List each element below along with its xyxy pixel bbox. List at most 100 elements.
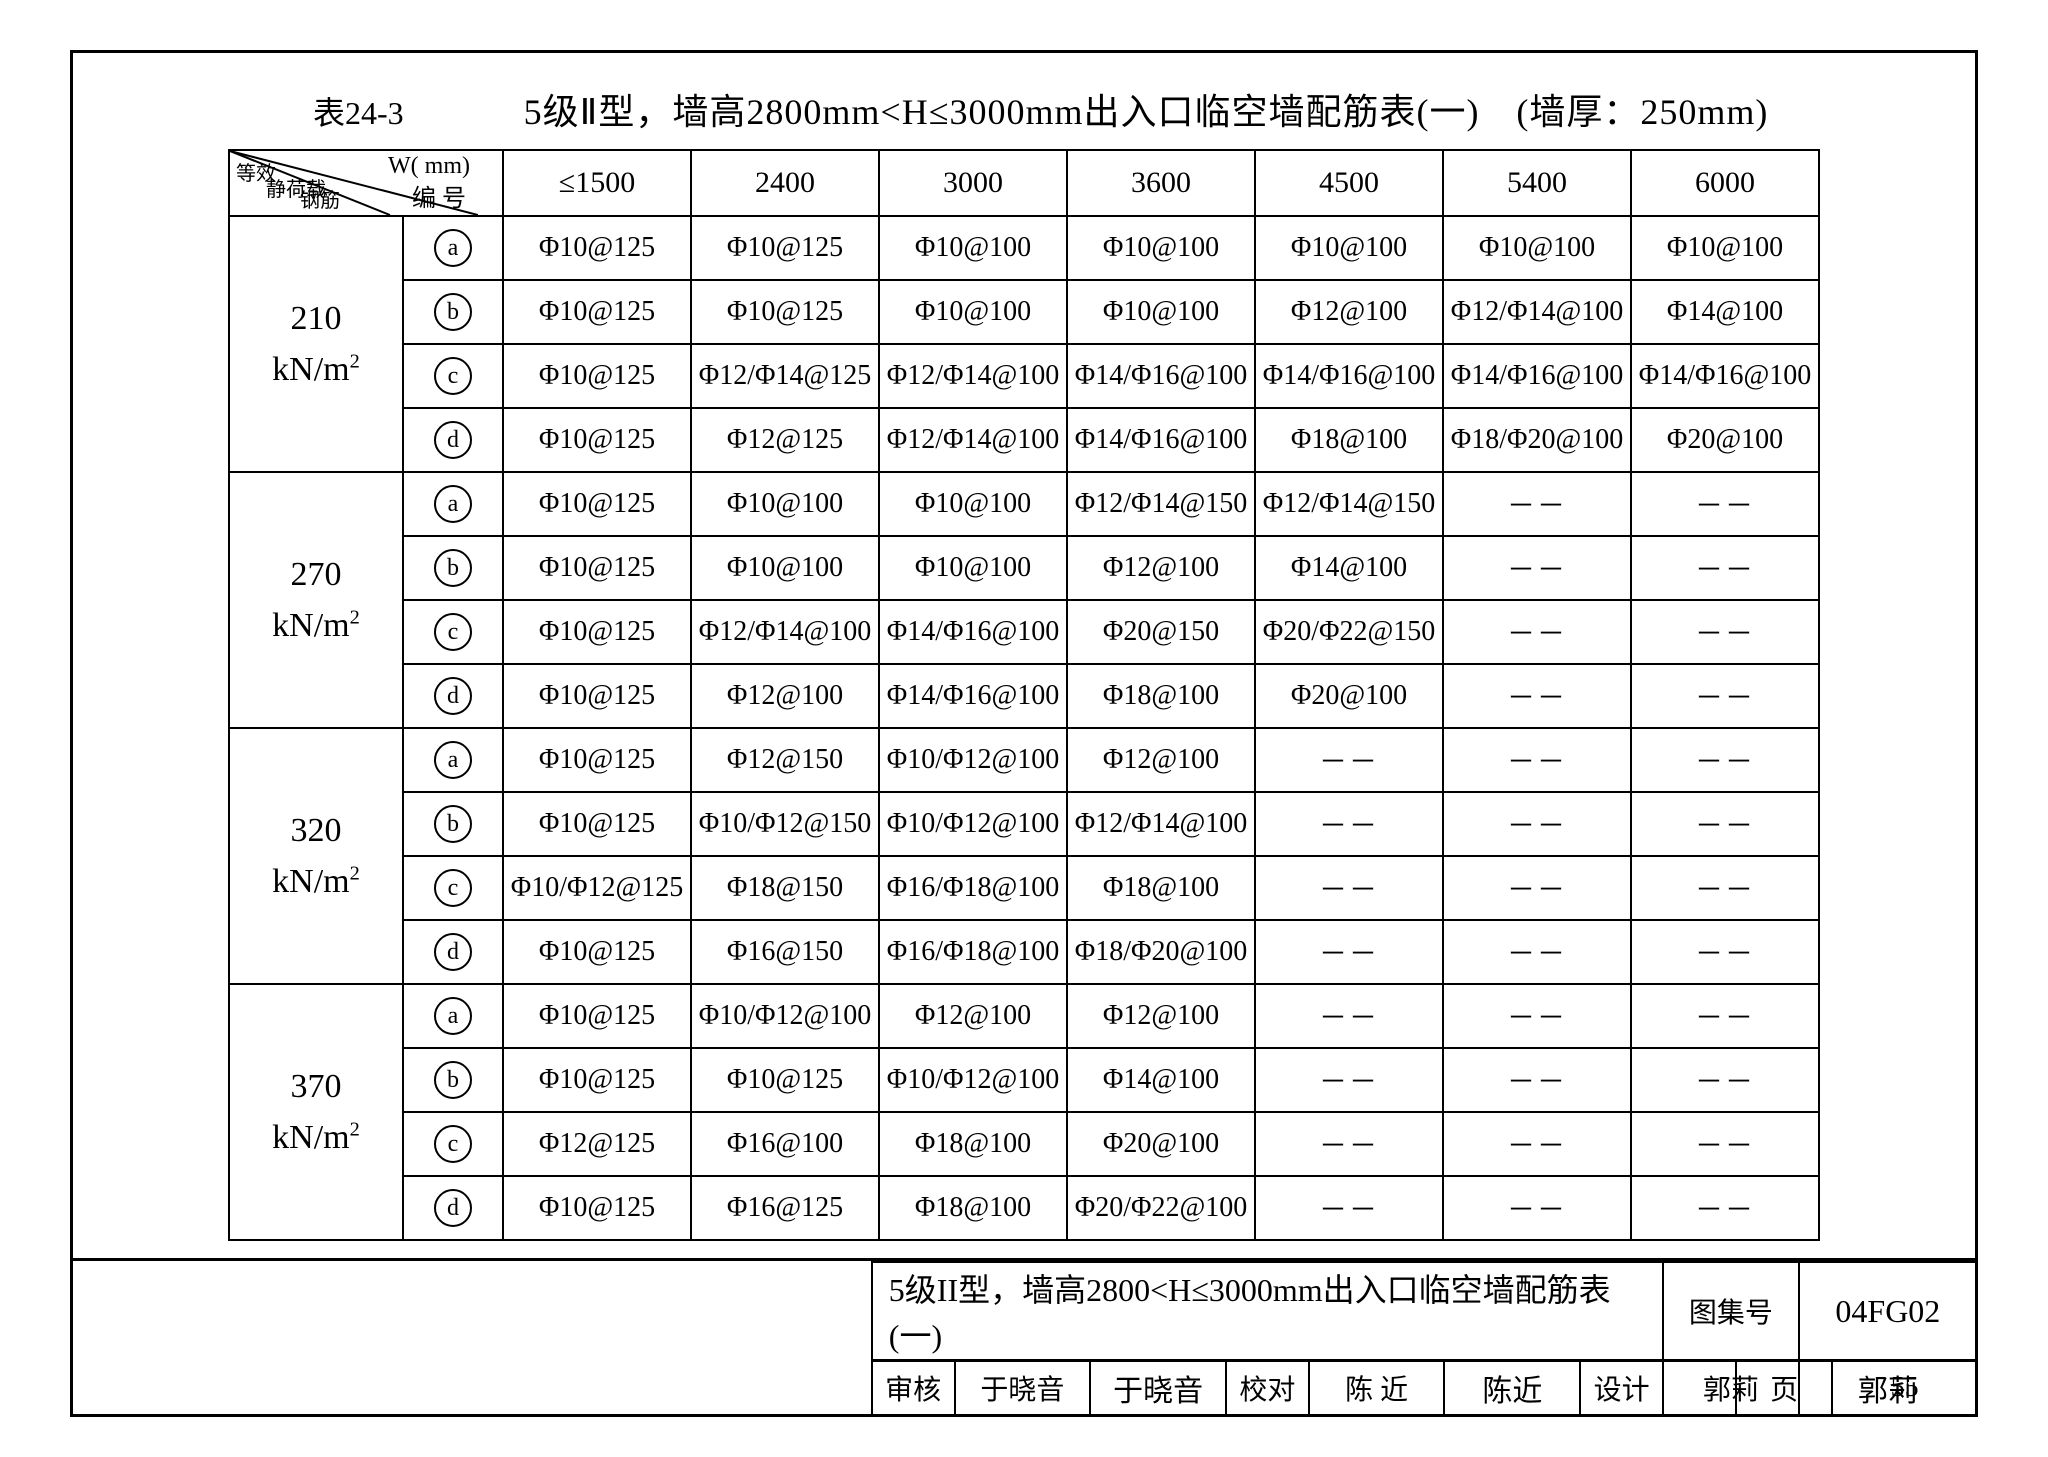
value-cell: Φ10@125 <box>503 1048 691 1112</box>
value-cell: Φ12@125 <box>503 1112 691 1176</box>
value-cell: －－ <box>1631 664 1819 728</box>
value-cell: Φ14/Φ16@100 <box>1631 344 1819 408</box>
rebar-id: a <box>403 728 503 792</box>
value-cell: Φ10@100 <box>1067 216 1255 280</box>
rebar-id: d <box>403 664 503 728</box>
hdr-no: 编 号 <box>412 178 466 213</box>
value-cell: Φ20@100 <box>1631 408 1819 472</box>
value-cell: Φ16/Φ18@100 <box>879 920 1067 984</box>
load-cell: 370kN/m2 <box>229 984 403 1240</box>
value-cell: Φ10@125 <box>691 1048 879 1112</box>
value-cell: －－ <box>1443 920 1631 984</box>
value-cell: Φ10@100 <box>691 536 879 600</box>
value-cell: Φ18@100 <box>1067 664 1255 728</box>
value-cell: Φ10/Φ12@100 <box>691 984 879 1048</box>
value-cell: Φ10@125 <box>691 216 879 280</box>
value-cell: Φ12/Φ14@100 <box>1443 280 1631 344</box>
value-cell: －－ <box>1255 984 1443 1048</box>
value-cell: Φ12/Φ14@125 <box>691 344 879 408</box>
value-cell: Φ16@100 <box>691 1112 879 1176</box>
table-row: dΦ10@125Φ16@150Φ16/Φ18@100Φ18/Φ20@100－－－… <box>229 920 1819 984</box>
check-label: 校对 <box>1226 1361 1309 1416</box>
col-w6: 6000 <box>1631 150 1819 216</box>
value-cell: －－ <box>1631 1176 1819 1240</box>
review-sig: 于晓音 <box>1090 1361 1226 1416</box>
value-cell: Φ14@100 <box>1067 1048 1255 1112</box>
value-cell: －－ <box>1443 792 1631 856</box>
value-cell: Φ10@100 <box>1443 216 1631 280</box>
value-cell: －－ <box>1255 920 1443 984</box>
value-cell: Φ18@100 <box>879 1112 1067 1176</box>
col-w2: 3000 <box>879 150 1067 216</box>
table-row: cΦ10@125Φ12/Φ14@100Φ14/Φ16@100Φ20@150Φ20… <box>229 600 1819 664</box>
table-row: cΦ10@125Φ12/Φ14@125Φ12/Φ14@100Φ14/Φ16@10… <box>229 344 1819 408</box>
value-cell: Φ10@100 <box>1631 216 1819 280</box>
table-row: 210kN/m2aΦ10@125Φ10@125Φ10@100Φ10@100Φ10… <box>229 216 1819 280</box>
value-cell: Φ12/Φ14@150 <box>1255 472 1443 536</box>
value-cell: Φ16@125 <box>691 1176 879 1240</box>
col-w0: ≤1500 <box>503 150 691 216</box>
table-row: bΦ10@125Φ10@125Φ10@100Φ10@100Φ12@100Φ12/… <box>229 280 1819 344</box>
rebar-id: a <box>403 472 503 536</box>
value-cell: Φ20/Φ22@150 <box>1255 600 1443 664</box>
rebar-id: a <box>403 216 503 280</box>
rebar-table: W( mm) 等效 静荷载 钢筋 编 号 ≤1500 2400 3000 360… <box>228 149 1820 1241</box>
value-cell: Φ10@100 <box>1255 216 1443 280</box>
load-cell: 320kN/m2 <box>229 728 403 984</box>
value-cell: Φ10@100 <box>879 472 1067 536</box>
rebar-id: b <box>403 792 503 856</box>
value-cell: －－ <box>1443 1048 1631 1112</box>
value-cell: －－ <box>1631 472 1819 536</box>
table-header-row: W( mm) 等效 静荷载 钢筋 编 号 ≤1500 2400 3000 360… <box>229 150 1819 216</box>
value-cell: －－ <box>1255 1176 1443 1240</box>
value-cell: －－ <box>1443 472 1631 536</box>
rebar-id: b <box>403 1048 503 1112</box>
value-cell: Φ12@100 <box>691 664 879 728</box>
table-row: 270kN/m2aΦ10@125Φ10@100Φ10@100Φ12/Φ14@15… <box>229 472 1819 536</box>
value-cell: －－ <box>1443 728 1631 792</box>
design-label: 设计 <box>1580 1361 1663 1416</box>
col-w5: 5400 <box>1443 150 1631 216</box>
value-cell: Φ18@100 <box>879 1176 1067 1240</box>
value-cell: －－ <box>1631 600 1819 664</box>
value-cell: Φ12@150 <box>691 728 879 792</box>
value-cell: －－ <box>1631 856 1819 920</box>
rebar-id: c <box>403 856 503 920</box>
value-cell: Φ12@100 <box>1255 280 1443 344</box>
value-cell: －－ <box>1255 728 1443 792</box>
value-cell: Φ10/Φ12@100 <box>879 792 1067 856</box>
value-cell: Φ10@125 <box>503 728 691 792</box>
value-cell: Φ10@125 <box>503 280 691 344</box>
check-name: 陈 近 <box>1309 1361 1445 1416</box>
rebar-id: d <box>403 920 503 984</box>
check-sig: 陈近 <box>1444 1361 1580 1416</box>
value-cell: Φ12/Φ14@100 <box>691 600 879 664</box>
rebar-id: b <box>403 536 503 600</box>
table-row: bΦ10@125Φ10@125Φ10/Φ12@100Φ14@100－－－－－－ <box>229 1048 1819 1112</box>
value-cell: Φ10@125 <box>503 984 691 1048</box>
value-cell: Φ10/Φ12@150 <box>691 792 879 856</box>
value-cell: －－ <box>1443 1176 1631 1240</box>
table-row: cΦ10/Φ12@125Φ18@150Φ16/Φ18@100Φ18@100－－－… <box>229 856 1819 920</box>
value-cell: －－ <box>1631 728 1819 792</box>
value-cell: －－ <box>1443 984 1631 1048</box>
value-cell: Φ10@100 <box>879 280 1067 344</box>
value-cell: Φ12/Φ14@100 <box>879 408 1067 472</box>
value-cell: Φ10@125 <box>503 408 691 472</box>
value-cell: Φ18/Φ20@100 <box>1067 920 1255 984</box>
value-cell: Φ20/Φ22@100 <box>1067 1176 1255 1240</box>
set-value: 04FG02 <box>1799 1262 1977 1361</box>
value-cell: Φ10@125 <box>503 344 691 408</box>
value-cell: Φ16/Φ18@100 <box>879 856 1067 920</box>
value-cell: Φ12@125 <box>691 408 879 472</box>
value-cell: Φ10@100 <box>1067 280 1255 344</box>
value-cell: Φ10/Φ12@100 <box>879 728 1067 792</box>
rebar-id: d <box>403 1176 503 1240</box>
value-cell: Φ10@100 <box>879 536 1067 600</box>
value-cell: Φ10@125 <box>503 472 691 536</box>
col-w1: 2400 <box>691 150 879 216</box>
value-cell: Φ14/Φ16@100 <box>1067 344 1255 408</box>
value-cell: －－ <box>1443 1112 1631 1176</box>
rebar-id: a <box>403 984 503 1048</box>
rebar-id: c <box>403 344 503 408</box>
